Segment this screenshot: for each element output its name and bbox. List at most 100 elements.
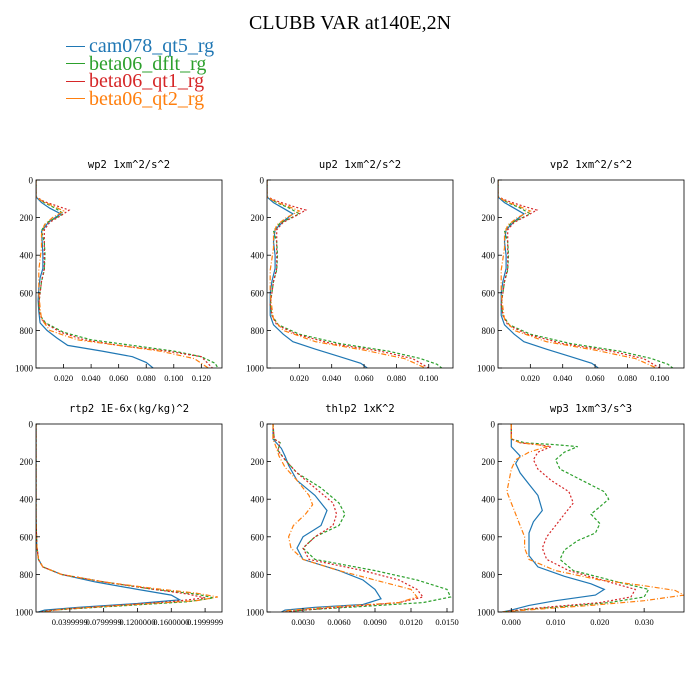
x-tick-label: 0.100 <box>650 373 669 383</box>
y-tick-label: 800 <box>251 570 265 580</box>
y-tick-label: 400 <box>20 251 34 261</box>
x-tick-label: 0.020 <box>521 373 540 383</box>
x-tick-label: 0.040 <box>82 373 101 383</box>
y-tick-label: 1000 <box>477 608 496 618</box>
series-line <box>36 180 154 368</box>
y-tick-label: 200 <box>20 457 34 467</box>
series-line <box>502 424 650 612</box>
x-tick-label: 0.060 <box>354 373 373 383</box>
panel-title: wp3 1xm^3/s^3 <box>550 403 632 415</box>
y-tick-label: 600 <box>482 532 496 542</box>
legend-label: beta06_qt1_rg <box>89 70 205 92</box>
x-tick-label: 0.0120 <box>399 617 422 627</box>
x-tick-label: 0.1200000 <box>119 617 155 627</box>
x-tick-label: 0.1600000 <box>153 617 189 627</box>
x-tick-label: 0.020 <box>290 373 309 383</box>
x-tick-label: 0.100 <box>419 373 438 383</box>
series-line <box>272 424 452 612</box>
y-tick-label: 0 <box>260 176 265 186</box>
series-group <box>36 424 218 612</box>
legend-label: beta06_dflt_rg <box>89 52 207 75</box>
y-tick-label: 400 <box>482 495 496 505</box>
x-tick-label: 0.020 <box>590 617 609 627</box>
x-tick-label: 0.080 <box>387 373 406 383</box>
panel-title: thlp2 1xK^2 <box>325 403 395 415</box>
chart-panel: thlp2 1xK^2 0 200 400 600 800 1000 0.0030 0.0060… <box>246 403 459 627</box>
y-tick-label: 1000 <box>246 608 265 618</box>
series-line <box>498 180 599 368</box>
series-line <box>498 180 661 368</box>
y-tick-label: 800 <box>251 326 265 336</box>
y-tick-label: 1000 <box>15 364 34 374</box>
y-tick-label: 0 <box>491 176 496 186</box>
y-tick-label: 400 <box>20 495 34 505</box>
series-line <box>267 180 430 368</box>
series-line <box>36 180 209 368</box>
series-line <box>502 424 637 612</box>
x-tick-label: 0.0399999 <box>52 617 88 627</box>
x-tick-label: 0.1999999 <box>187 617 223 627</box>
x-tick-label: 0.100 <box>164 373 183 383</box>
series-line <box>498 180 674 368</box>
series-line <box>502 424 606 612</box>
x-tick-label: 0.0150 <box>435 617 458 627</box>
legend-line-1 <box>66 63 85 65</box>
series-line <box>267 180 426 368</box>
x-tick-label: 0.0060 <box>327 617 350 627</box>
x-tick-label: 0.030 <box>635 617 654 627</box>
x-tick-label: 0.040 <box>322 373 341 383</box>
y-tick-label: 400 <box>251 495 265 505</box>
legend-item: cam078_qt5_rg <box>66 35 215 57</box>
x-tick-label: 0.060 <box>585 373 604 383</box>
legend-item: beta06_qt1_rg <box>66 70 214 92</box>
series-line <box>36 424 182 612</box>
series-group <box>272 424 452 612</box>
legend-item: beta06_dflt_rg <box>66 52 214 75</box>
panel-title: wp2 1xm^2/s^2 <box>88 159 170 171</box>
y-tick-label: 200 <box>251 457 265 467</box>
chart-panel: rtp2 1E-6x(kg/kg)^2 0 200 400 600 800 1000 0.03… <box>15 403 223 627</box>
y-tick-label: 600 <box>20 532 34 542</box>
y-tick-label: 400 <box>251 251 265 261</box>
series-group <box>502 424 684 612</box>
y-tick-label: 800 <box>20 326 34 336</box>
y-tick-label: 1000 <box>15 608 34 618</box>
series-line <box>272 424 425 612</box>
y-tick-label: 0 <box>29 420 34 430</box>
y-tick-label: 800 <box>20 570 34 580</box>
y-tick-label: 200 <box>482 213 496 223</box>
series-line <box>36 180 213 368</box>
x-tick-label: 0.080 <box>618 373 637 383</box>
legend-label: beta06_qt2_rg <box>89 87 205 110</box>
panel-title: up2 1xm^2/s^2 <box>319 159 401 171</box>
x-tick-label: 0.060 <box>109 373 128 383</box>
legend-label: cam078_qt5_rg <box>89 35 215 57</box>
y-tick-label: 400 <box>482 251 496 261</box>
plot-frame <box>266 423 454 613</box>
x-tick-label: 0.0090 <box>363 617 386 627</box>
y-tick-label: 600 <box>251 288 265 298</box>
legend-item: beta06_qt2_rg <box>66 87 214 110</box>
plot-frame <box>35 179 223 369</box>
y-tick-label: 800 <box>482 326 496 336</box>
x-tick-label: 0.040 <box>553 373 572 383</box>
y-tick-label: 0 <box>29 176 34 186</box>
plot-frame <box>497 423 685 613</box>
y-tick-label: 600 <box>20 288 34 298</box>
chart-panel: up2 1xm^2/s^2 0 200 400 600 800 1000 0.020 0.040… <box>246 159 454 383</box>
x-tick-label: 0.010 <box>546 617 565 627</box>
series-group <box>267 180 443 368</box>
x-tick-label: 0.000 <box>502 617 521 627</box>
y-tick-label: 1000 <box>246 364 265 374</box>
y-tick-label: 1000 <box>477 364 496 374</box>
series-line <box>272 424 382 612</box>
legend: cam078_qt5_rg beta06_dflt_rg beta06_qt1_… <box>66 35 215 110</box>
chart-panel: wp3 1xm^3/s^3 0 200 400 600 800 1000 0.000 0.010… <box>477 403 685 627</box>
y-tick-label: 200 <box>482 457 496 467</box>
x-tick-label: 0.080 <box>137 373 156 383</box>
series-group <box>498 180 674 368</box>
series-line <box>267 180 368 368</box>
series-line <box>36 424 214 612</box>
chart-panel: wp2 1xm^2/s^2 0 200 400 600 800 1000 0.020 0.040… <box>15 159 223 383</box>
